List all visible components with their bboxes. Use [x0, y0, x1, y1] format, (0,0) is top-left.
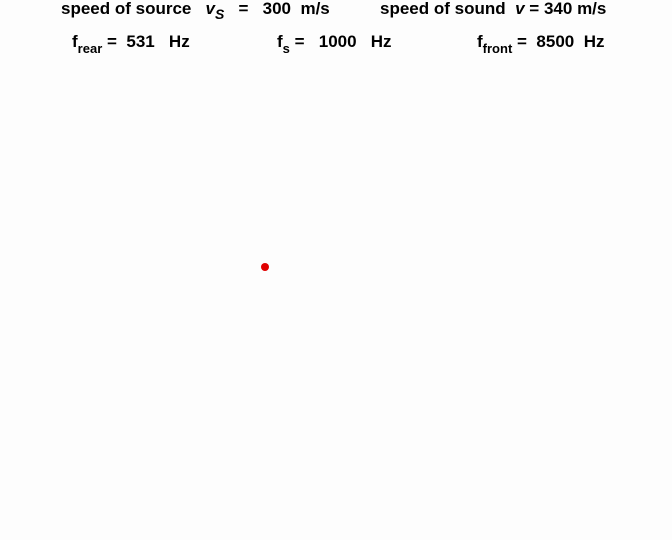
source-speed-symbol: v: [205, 0, 216, 18]
rear-frequency-value: 531: [126, 32, 155, 51]
source-frequency-subscript: s: [282, 41, 290, 56]
front-frequency-readout: ffront = 8500 Hz: [477, 32, 605, 55]
front-frequency-value: 8500: [536, 32, 575, 51]
rear-frequency-unit: Hz: [168, 32, 190, 51]
rear-frequency-symbol: f: [72, 32, 78, 51]
speed-of-sound-label: speed of sound: [380, 0, 506, 18]
source-frequency-symbol: f: [277, 32, 283, 51]
front-frequency-unit: Hz: [583, 32, 605, 51]
sound-speed-value: 340: [543, 0, 573, 18]
sound-speed-unit: m/s: [577, 0, 607, 18]
source-frequency-readout: fs = 1000 Hz: [277, 32, 392, 55]
sound-speed-symbol: v: [515, 0, 525, 18]
source-frequency-unit: Hz: [370, 32, 392, 51]
source-speed-unit: m/s: [300, 0, 330, 18]
front-frequency-subscript: front: [482, 41, 513, 56]
sound-speed-equals: =: [529, 0, 540, 18]
source-speed-value: 300: [262, 0, 292, 18]
speed-of-sound-readout: speed of sound v = 340 m/s: [380, 0, 606, 17]
source-speed-equals: =: [238, 0, 249, 18]
rear-frequency-equals: =: [106, 32, 117, 51]
speed-of-source-readout: speed of source vS = 300 m/s: [61, 0, 330, 21]
rear-frequency-subscript: rear: [77, 41, 103, 56]
source-frequency-value: 1000: [318, 32, 357, 51]
front-frequency-symbol: f: [477, 32, 483, 51]
rear-frequency-readout: frear = 531 Hz: [72, 32, 190, 55]
front-frequency-equals: =: [517, 32, 527, 51]
speed-of-source-label: speed of source: [61, 0, 192, 18]
source-speed-subscript: S: [215, 6, 225, 22]
sound-source-dot: [261, 263, 269, 271]
source-frequency-equals: =: [294, 32, 305, 51]
